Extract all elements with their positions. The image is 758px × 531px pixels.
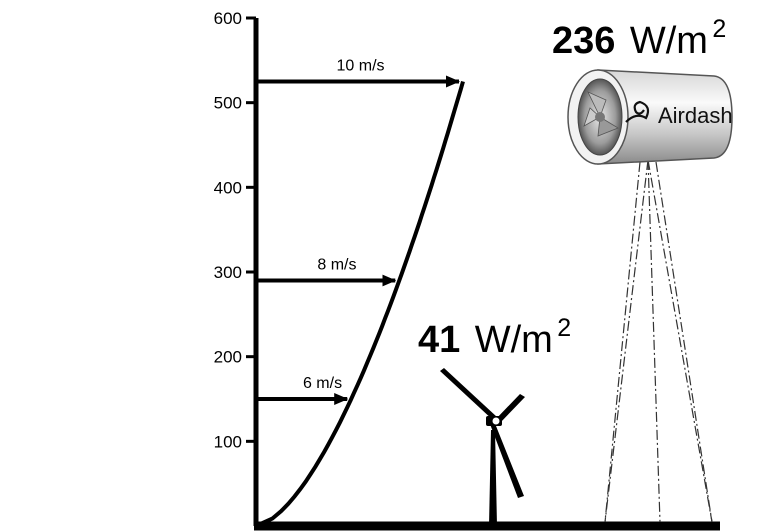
wind-profile-curve: [255, 80, 465, 528]
wind-speed-label: 6 m/s: [303, 375, 342, 392]
y-axis-ticks: 100 200 300 400 500 600: [214, 9, 256, 451]
airdash-turbine-icon: Airdash: [567, 69, 733, 165]
wind-turbine-icon: [440, 368, 525, 526]
wind-speed-label: 10 m/s: [337, 58, 385, 75]
y-tick-label: 400: [214, 178, 242, 197]
airdash-swirl-icon: [625, 100, 650, 123]
y-tick-label: 100: [214, 432, 242, 451]
y-tick-label: 300: [214, 263, 242, 282]
wind-speed-label: 8 m/s: [317, 256, 356, 273]
y-tick-label: 600: [214, 9, 242, 28]
y-tick-label: 200: [214, 348, 242, 367]
wind-speed-arrows: 6 m/s 8 m/s 10 m/s: [258, 58, 460, 405]
turbine-power-label: 41 W/m 2: [418, 314, 571, 361]
airdash-brand-label: Airdash: [658, 103, 733, 128]
y-tick-label: 500: [214, 94, 242, 113]
tether-lines: [604, 159, 713, 523]
airdash-power-label: 236 W/m 2: [552, 15, 726, 62]
